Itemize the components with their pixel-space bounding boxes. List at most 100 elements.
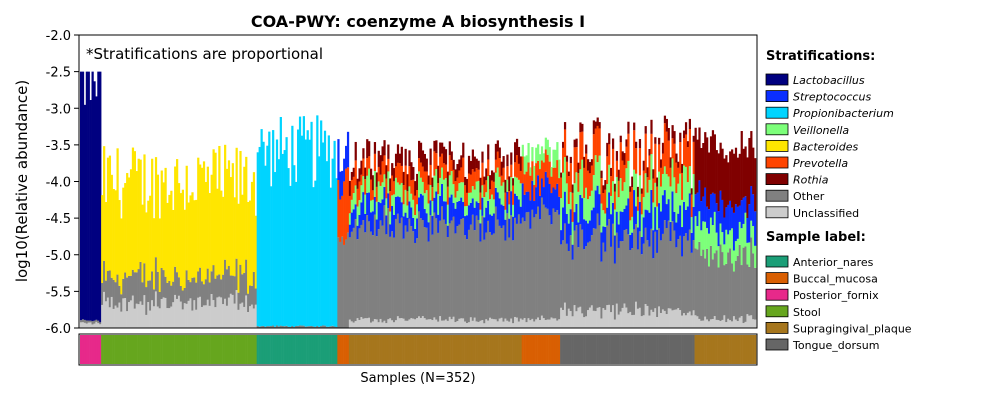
bar-segment: [147, 200, 150, 281]
bar-segment: [193, 300, 196, 328]
bar-segment: [241, 194, 244, 275]
bar-segment: [598, 122, 601, 129]
bar-segment: [419, 218, 423, 318]
bar-segment: [750, 186, 753, 221]
bar-segment: [410, 180, 413, 194]
bar-segment: [677, 161, 680, 168]
bar-segment: [429, 185, 432, 201]
bar-segment: [500, 185, 503, 205]
bar-segment: [692, 240, 695, 311]
bar-segment: [394, 218, 398, 321]
bar-segment: [151, 271, 154, 301]
bar-segment: [525, 155, 528, 172]
bar-segment: [456, 191, 459, 202]
bar-segment: [633, 130, 636, 170]
bar-segment: [323, 130, 327, 326]
bar-segment: [327, 326, 330, 328]
bar-segment: [379, 185, 382, 204]
sample-label-cell: [554, 335, 557, 364]
bar-segment: [713, 316, 716, 328]
sample-label-cell: [235, 335, 238, 364]
bar-segment: [106, 157, 110, 271]
bar-segment: [715, 150, 718, 204]
bar-segment: [321, 325, 325, 328]
bar-segment: [575, 172, 578, 204]
sample-label-cell: [611, 335, 615, 364]
sample-label-cell: [535, 335, 538, 364]
bar-segment: [490, 180, 494, 195]
bar-segment: [394, 320, 398, 328]
bar-segment: [145, 287, 148, 315]
bar-segment: [608, 133, 611, 145]
sample-label-cell: [210, 335, 213, 364]
bar-segment: [124, 183, 127, 273]
bar-segment: [227, 160, 231, 267]
sample-label-cell: [323, 335, 327, 364]
sample-label-cell: [648, 335, 651, 364]
bar-segment: [193, 200, 196, 278]
sample-label-cell: [168, 335, 171, 364]
bar-segment: [229, 177, 233, 276]
legend-entry: Anterior_nares: [793, 256, 874, 269]
bar-segment: [354, 185, 357, 205]
bar-segment: [650, 154, 653, 190]
bar-segment: [224, 259, 227, 299]
bar-segment: [706, 248, 709, 320]
bar-segment: [588, 241, 592, 308]
bar-segment: [554, 212, 557, 319]
bar-segment: [143, 295, 146, 328]
bar-segment: [698, 127, 701, 181]
bar-segment: [569, 209, 572, 236]
legend-swatch: [765, 321, 789, 334]
bar-segment: [725, 322, 728, 328]
bar-segment: [736, 321, 740, 328]
bar-segment: [477, 321, 480, 328]
bar-segment: [302, 325, 305, 328]
bar-segment: [573, 139, 576, 148]
sample-label-cell: [135, 335, 138, 364]
bar-segment: [421, 195, 425, 221]
bar-segment: [87, 71, 90, 321]
bar-segment: [414, 242, 417, 320]
bar-segment: [112, 308, 115, 328]
bar-segment: [587, 310, 590, 328]
bar-segment: [611, 181, 615, 203]
sample-label-cell: [122, 335, 125, 364]
bar-segment: [600, 178, 603, 204]
bar-segment: [233, 197, 236, 277]
bar-segment: [615, 232, 619, 304]
sample-label-cell: [661, 335, 665, 364]
bar-segment: [540, 178, 544, 198]
bar-segment: [197, 271, 200, 298]
bar-segment: [393, 181, 396, 195]
sample-label-cell: [441, 335, 444, 364]
bar-segment: [661, 142, 665, 154]
sample-label-cell: [408, 335, 411, 364]
sample-label-cell: [613, 335, 617, 364]
bar-segment: [567, 176, 571, 204]
bar-segment: [260, 129, 263, 327]
bar-segment: [512, 178, 515, 186]
bar-segment: [199, 296, 202, 328]
bar-segment: [379, 174, 382, 186]
bar-segment: [681, 172, 684, 200]
bar-segment: [734, 260, 738, 320]
sample-label-cell: [329, 335, 332, 364]
bar-segment: [183, 209, 186, 288]
bar-segment: [364, 179, 367, 195]
bar-segment: [640, 188, 643, 194]
bar-segment: [471, 169, 474, 187]
bar-segment: [256, 152, 259, 327]
bar-segment: [523, 221, 526, 318]
legend-swatch: [765, 338, 789, 351]
bar-segment: [750, 237, 753, 316]
sample-label-cell: [128, 335, 131, 364]
bar-segment: [200, 281, 204, 307]
bar-segment: [688, 229, 691, 312]
bar-segment: [381, 146, 384, 162]
bar-segment: [560, 230, 563, 245]
bar-segment: [623, 153, 626, 165]
bar-segment: [310, 121, 313, 326]
bar-segment: [404, 148, 407, 166]
bar-segment: [569, 156, 572, 164]
